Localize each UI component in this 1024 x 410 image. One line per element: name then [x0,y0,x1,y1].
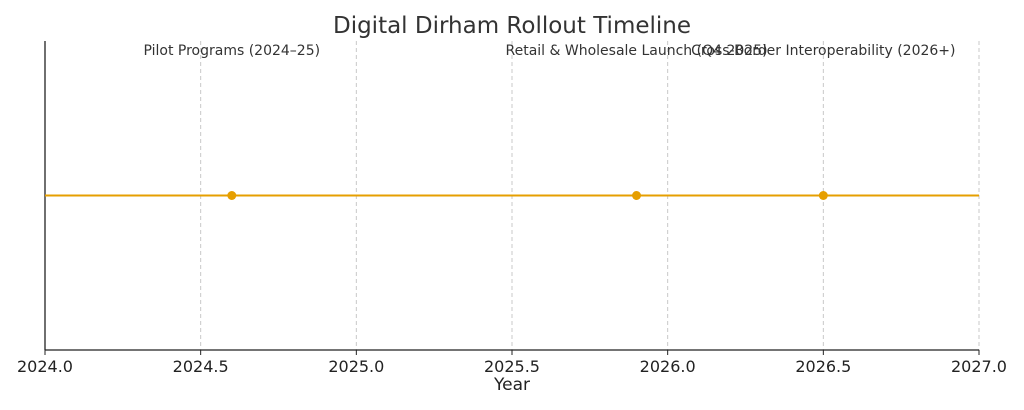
x-tick-label: 2024.0 [17,357,73,376]
x-tick-label: 2024.5 [173,357,229,376]
x-axis-label: Year [493,375,530,395]
x-axis-ticks: 2024.0 2024.5 2025.0 2025.5 2026.0 2026.5 2027… [17,350,1007,376]
event-point [818,191,828,200]
x-tick-label: 2025.0 [328,357,384,376]
event-label: Cross-Border Interoperability (2026+) [691,43,955,59]
event-point [632,191,642,200]
x-tick-label: 2025.5 [484,357,540,376]
x-tick-label: 2026.0 [640,357,696,376]
event-point [227,191,237,200]
event-label: Retail & Wholesale Launch (Q4 2025) [506,43,768,59]
event-label: Pilot Programs (2024–25) [143,43,320,59]
x-tick-label: 2027.0 [951,357,1007,376]
x-tick-label: 2026.5 [795,357,851,376]
chart-title: Digital Dirham Rollout Timeline [333,13,691,39]
event-markers: Pilot Programs (2024–25) Retail & Wholesa… [143,43,956,200]
